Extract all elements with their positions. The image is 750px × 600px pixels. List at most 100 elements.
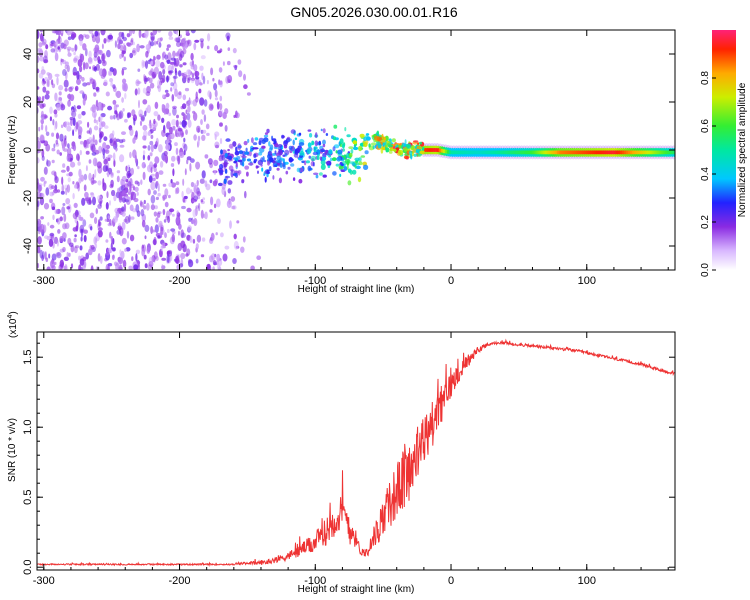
noise-speckle [42,80,47,84]
noise-speckle [196,125,201,133]
noise-speckle [50,48,56,53]
noise-speckle [81,111,86,116]
noise-speckle [115,90,122,99]
signal-blob [385,147,390,153]
signal-blob [260,164,263,167]
noise-speckle [168,70,172,74]
noise-speckle [51,191,55,196]
signal-blob [360,155,366,158]
noise-speckle [42,86,47,93]
noise-speckle [168,126,173,135]
noise-speckle [107,223,113,227]
noise-speckle [163,219,167,223]
noise-speckle [184,87,190,92]
noise-speckle [187,225,193,232]
noise-speckle [177,155,181,165]
noise-speckle [119,264,123,270]
noise-speckle [148,70,154,76]
noise-speckle [127,191,132,195]
noise-speckle [93,119,97,124]
noise-speckle [144,263,148,269]
noise-speckle [214,89,218,98]
noise-speckle [96,89,100,93]
signal-blob [358,145,363,152]
noise-speckle [224,124,228,132]
noise-speckle [164,201,169,208]
noise-speckle [97,227,103,232]
noise-speckle [176,114,179,119]
signal-blob [417,142,420,146]
noise-speckle [195,91,198,100]
noise-speckle [49,224,55,229]
signal-blob [256,165,260,168]
signal-blob [281,134,285,139]
signal-blob [368,143,371,148]
signal-blob [249,148,253,152]
noise-speckle [37,157,40,164]
noise-speckle [106,191,109,199]
noise-speckle [210,104,214,110]
noise-speckle [185,41,188,50]
noise-speckle [54,73,60,77]
noise-speckle [219,95,223,102]
noise-speckle [119,144,125,148]
noise-speckle [191,77,195,82]
noise-speckle [174,67,177,74]
noise-speckle [53,46,58,54]
noise-speckle [172,125,176,131]
noise-speckle [123,222,126,230]
x-tick-label: -100 [304,275,326,287]
noise-speckle [132,137,136,144]
noise-speckle [171,233,175,243]
signal-blob [292,139,295,146]
noise-speckle [51,253,57,261]
noise-speckle [135,253,138,262]
noise-speckle [91,104,97,113]
noise-speckle [200,119,203,125]
noise-speckle [66,147,72,156]
noise-speckle [142,135,147,141]
noise-speckle [83,229,88,234]
noise-speckle [107,157,111,162]
noise-speckle [45,125,48,133]
signal-blob [346,164,349,171]
noise-speckle [139,113,143,118]
noise-speckle [109,133,114,141]
noise-speckle [115,104,119,108]
noise-speckle [115,147,118,152]
noise-speckle [203,99,208,107]
noise-speckle [218,110,223,118]
noise-speckle [74,85,79,91]
spectrogram-ylabel: Frequency (Hz) [7,116,18,185]
snr-series-line [37,338,675,567]
signal-blob [355,165,361,170]
noise-speckle [37,236,42,245]
noise-speckle [140,116,145,121]
noise-speckle [140,209,145,217]
signal-blob [336,156,342,162]
noise-speckle [240,246,245,253]
noise-speckle [66,125,72,132]
noise-speckle [156,212,161,218]
noise-speckle [43,202,50,210]
noise-speckle [60,104,66,111]
signal-blob [363,137,367,142]
snr-xlabel: Height of straight line (km) [298,584,415,595]
signal-blob [333,124,338,129]
signal-blob [283,161,286,167]
noise-speckle [155,59,161,68]
noise-speckle [45,44,49,50]
signal-blob [224,175,231,179]
noise-speckle [60,190,65,195]
noise-speckle [145,91,151,97]
noise-speckle [107,172,110,178]
noise-speckle [88,196,92,205]
noise-speckle [128,214,131,223]
noise-speckle [172,213,175,217]
noise-speckle [157,235,161,239]
noise-speckle [86,130,91,134]
noise-speckle [104,125,109,129]
noise-speckle [154,40,156,46]
noise-speckle [153,211,158,217]
noise-speckle [137,68,141,72]
